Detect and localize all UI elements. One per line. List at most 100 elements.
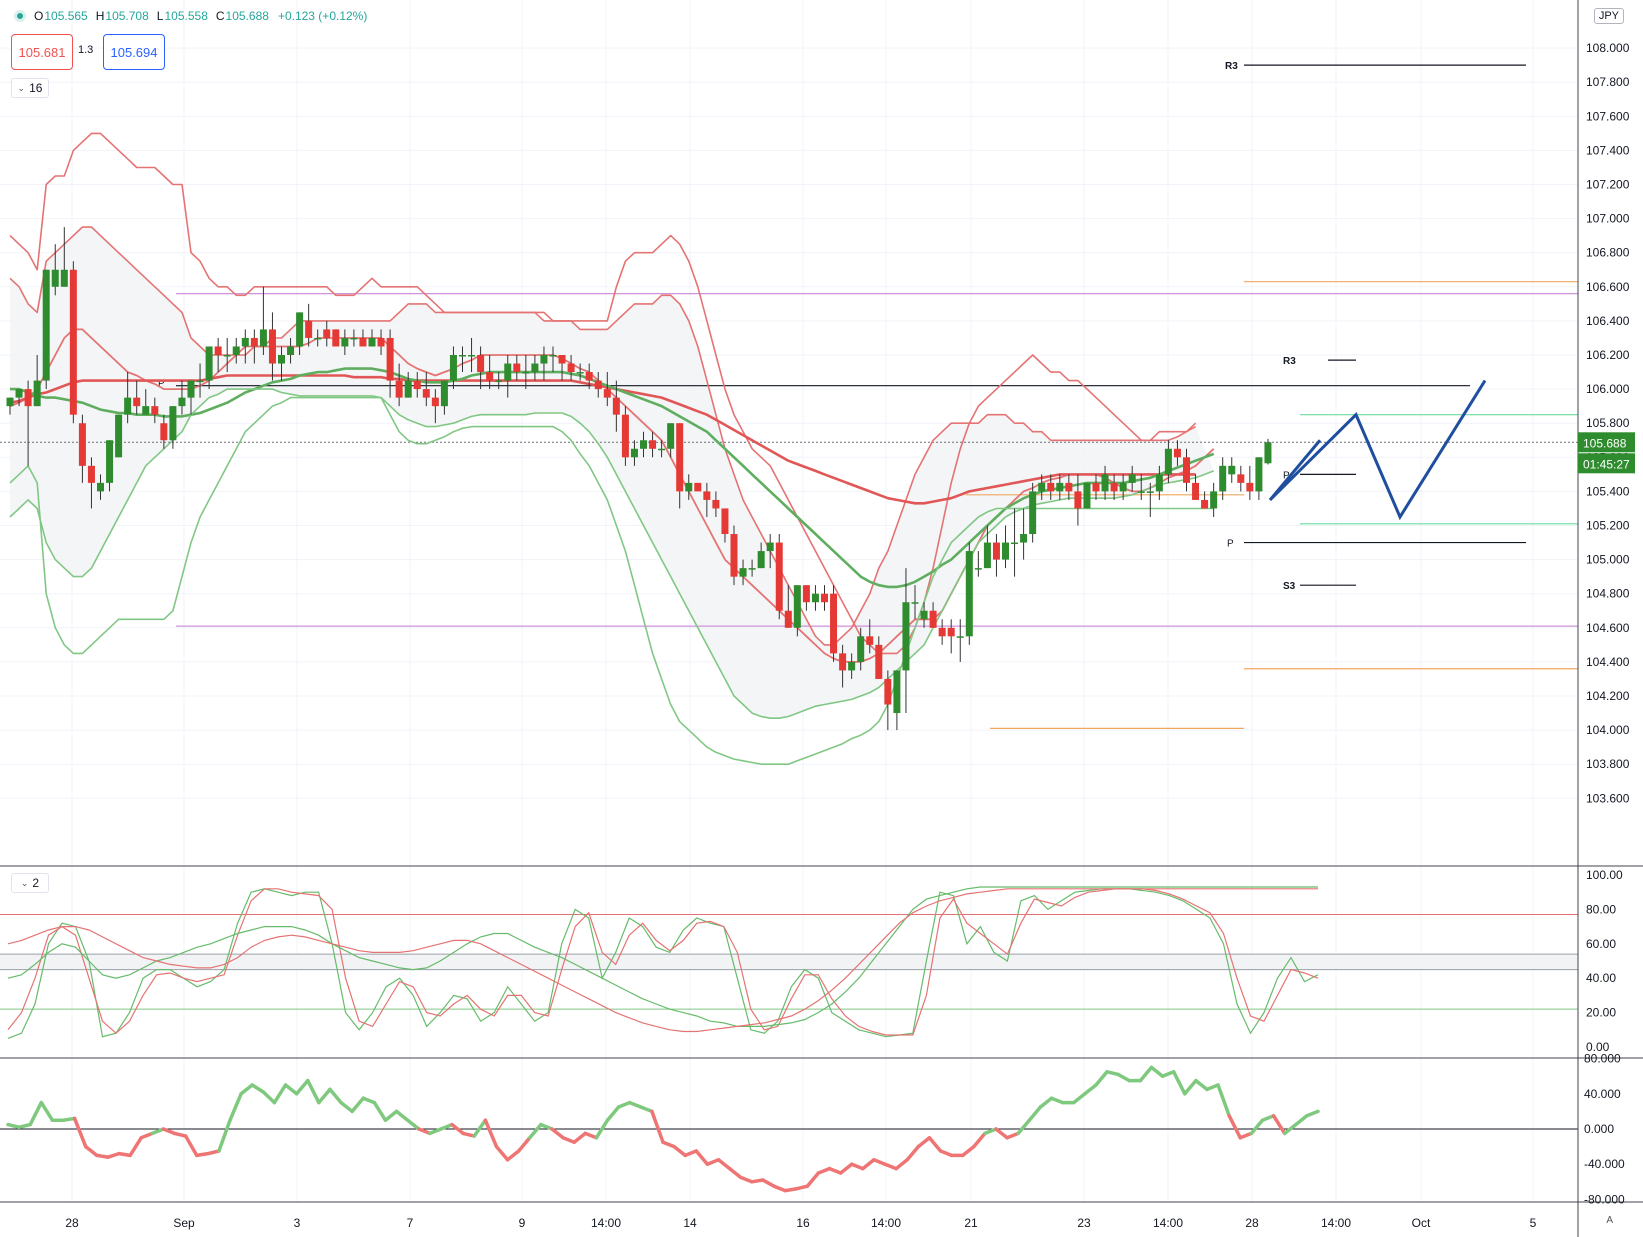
oscillator-segment: [1260, 1114, 1276, 1122]
candle-body: [1264, 442, 1272, 464]
countdown-value: 01:45:27: [1583, 457, 1630, 471]
candle-body: [929, 610, 937, 628]
candle-body: [1155, 474, 1163, 492]
oscillator-segment: [206, 1149, 221, 1156]
oscillator-segment: [1005, 1131, 1021, 1140]
candle-body: [386, 337, 394, 381]
oscillator-segment: [872, 1158, 887, 1166]
oscillator-segment: [95, 1153, 110, 1159]
candle-body: [938, 627, 946, 637]
candle-body: [1083, 482, 1091, 509]
chevron-down-icon: ⌄: [20, 877, 29, 888]
osc-y-tick-label: -40.000: [1584, 1157, 1625, 1171]
oscillator-segment: [350, 1096, 366, 1114]
stoch-long_green: [7, 886, 1318, 1027]
candle-body: [1173, 448, 1181, 458]
ohlc-low: L105.558: [156, 9, 208, 23]
oscillator-segment: [1271, 1114, 1287, 1136]
indicators-toggle-button[interactable]: ⌄ 16: [11, 78, 49, 98]
y-tick-label: 105.400: [1586, 484, 1630, 498]
oscillator-segment: [883, 1162, 898, 1171]
candle-body: [676, 423, 684, 492]
candle-body: [567, 363, 575, 373]
candle-body: [685, 482, 693, 492]
oscillator-segment: [17, 1122, 32, 1129]
ohlc-high: H105.708: [95, 9, 149, 23]
candle-body: [296, 312, 304, 347]
y-tick-label: 103.800: [1586, 757, 1630, 771]
oscillator-segment: [805, 1171, 821, 1188]
candle-body: [640, 440, 647, 449]
candle-body: [612, 397, 620, 415]
candle-body: [893, 670, 901, 714]
candle-body: [504, 363, 512, 381]
oscillator-segment: [972, 1131, 987, 1149]
oscillator-segment: [417, 1127, 432, 1136]
candle-body: [1210, 491, 1218, 509]
oscillator-segment: [727, 1166, 743, 1180]
oscillator-segment: [1027, 1105, 1043, 1122]
oscillator-segment: [28, 1100, 44, 1127]
candle-body: [1146, 491, 1154, 493]
oscillator-segment: [583, 1131, 599, 1140]
candle-body: [449, 355, 457, 381]
x-tick-label: Sep: [173, 1216, 195, 1230]
osc-y-tick-label: 0.000: [1584, 1122, 1614, 1136]
currency-label[interactable]: JPY: [1593, 8, 1624, 24]
candle-body: [214, 346, 222, 355]
candle-body: [992, 542, 1000, 560]
candle-body: [540, 355, 548, 364]
oscillator-segment: [994, 1127, 1009, 1140]
y-tick-label: 108.000: [1586, 41, 1630, 55]
candle-body: [1029, 491, 1037, 535]
oscillator-segment: [516, 1136, 532, 1153]
oscillator-segment: [960, 1144, 976, 1158]
last-price-tag: [1578, 432, 1635, 453]
oscillator-segment: [405, 1118, 421, 1131]
candle-body: [459, 355, 466, 357]
candle-body: [97, 482, 104, 492]
candle-body: [142, 406, 150, 415]
ohlc-open: O105.565: [34, 9, 88, 23]
last-price-value: 105.688: [1583, 436, 1627, 450]
oscillator-segment: [838, 1162, 854, 1175]
oscillator-segment: [428, 1127, 443, 1136]
sell-button[interactable]: 105.681: [11, 34, 73, 70]
candle-body: [87, 465, 95, 483]
buy-button[interactable]: 105.694: [103, 34, 165, 70]
candle-body: [965, 551, 973, 637]
candle-body: [1119, 482, 1127, 492]
candle-body: [884, 678, 892, 705]
auto-scale-button[interactable]: A: [1606, 1215, 1613, 1226]
oscillator-segment: [450, 1122, 465, 1136]
oscillator-segment: [861, 1158, 876, 1171]
candle-body: [124, 397, 132, 415]
projection-start: [1268, 439, 1322, 501]
oscillator-segment: [239, 1083, 254, 1096]
candle-body: [1137, 491, 1145, 493]
oscillator-segment: [694, 1149, 710, 1166]
candle-body: [875, 644, 883, 679]
candle-body: [422, 389, 430, 398]
candle-body: [468, 355, 476, 357]
y-tick-label: 107.800: [1586, 75, 1630, 89]
stochastic-pane-toggle-button[interactable]: ⌄ 2: [11, 873, 49, 893]
candle-body: [721, 508, 729, 535]
candle-body: [1074, 491, 1082, 509]
candle-body: [486, 372, 494, 381]
oscillator-segment: [738, 1175, 754, 1184]
candle-body: [341, 337, 349, 347]
candle-body: [60, 269, 68, 287]
candle-body: [603, 389, 611, 398]
candle-body: [1011, 542, 1019, 545]
candle-body: [621, 414, 629, 458]
candle-body: [549, 355, 557, 357]
oscillator-segment: [461, 1131, 477, 1138]
x-tick-label: 16: [796, 1216, 810, 1230]
oscillator-segment: [1194, 1078, 1209, 1092]
oscillator-segment: [117, 1151, 132, 1158]
candle-body: [413, 380, 421, 390]
candle-body: [287, 346, 295, 355]
